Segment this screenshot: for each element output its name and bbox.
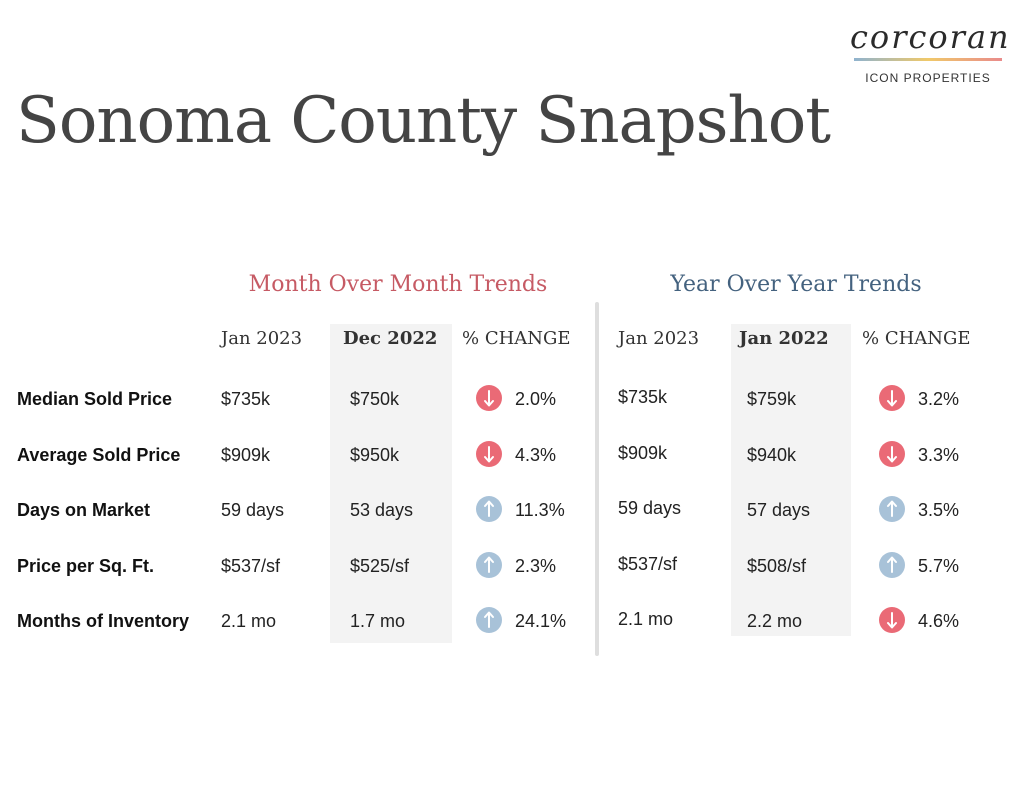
arrow-up-icon [476,496,502,522]
yoy-previous-value: $759k [747,389,797,409]
page-title: Sonoma County Snapshot [16,84,831,158]
yoy-previous-value: $508/sf [747,556,807,576]
mom-percent-change: 2.0% [515,389,557,409]
mom-current-value: 2.1 mo [221,611,277,631]
arrow-down-icon [879,385,905,411]
brand-logo: corcoran ICON PROPERTIES [850,18,1011,85]
row-label: Months of Inventory [17,611,189,631]
yoy-current-value: 59 days [618,498,682,518]
mom-previous-value: $750k [350,389,400,409]
arrow-down-icon [476,385,502,411]
arrow-down-icon [879,441,905,467]
yoy-percent-change: 5.7% [918,556,960,576]
yoy-col-change: % CHANGE [862,328,971,349]
row-label: Average Sold Price [17,445,181,465]
yoy-current-value: $537/sf [618,554,678,574]
section-divider [595,302,599,656]
mom-previous-value: $525/sf [350,556,410,576]
yoy-previous-column-shade [731,324,851,636]
yoy-percent-change: 4.6% [918,611,960,631]
mom-previous-value: 1.7 mo [350,611,406,631]
row-label: Days on Market [17,500,151,520]
yoy-col-current: Jan 2023 [618,328,700,349]
yoy-percent-change: 3.2% [918,389,960,409]
mom-current-value: $735k [221,389,271,409]
yoy-percent-change: 3.5% [918,500,960,520]
brand-wordmark: corcoran [850,18,1011,56]
yoy-heading: Year Over Year Trends [670,272,922,297]
arrow-up-icon [476,607,502,633]
mom-percent-change: 11.3% [515,500,565,520]
yoy-previous-value: 57 days [747,500,811,520]
mom-current-value: $909k [221,445,271,465]
arrow-down-icon [879,607,905,633]
mom-percent-change: 24.1% [515,611,567,631]
arrow-up-icon [879,496,905,522]
yoy-current-value: $735k [618,387,668,407]
arrow-up-icon [476,552,502,578]
brand-subtitle: ICON PROPERTIES [865,71,991,85]
mom-heading: Month Over Month Trends [248,272,548,297]
mom-previous-value: 53 days [350,500,414,520]
mom-percent-change: 4.3% [515,445,557,465]
mom-previous-column-shade [330,324,452,643]
yoy-current-value: $909k [618,443,668,463]
yoy-current-value: 2.1 mo [618,609,674,629]
mom-col-current: Jan 2023 [221,328,303,349]
yoy-previous-value: 2.2 mo [747,611,803,631]
yoy-col-previous: Jan 2022 [739,328,829,349]
row-label: Median Sold Price [17,389,173,409]
mom-col-change: % CHANGE [462,328,571,349]
mom-previous-value: $950k [350,445,400,465]
mom-current-value: 59 days [221,500,285,520]
row-label: Price per Sq. Ft. [17,556,155,576]
yoy-previous-value: $940k [747,445,797,465]
arrow-up-icon [879,552,905,578]
arrow-down-icon [476,441,502,467]
mom-current-value: $537/sf [221,556,281,576]
brand-gradient-rule [854,58,1002,61]
mom-percent-change: 2.3% [515,556,557,576]
yoy-percent-change: 3.3% [918,445,960,465]
mom-col-previous: Dec 2022 [343,328,438,349]
